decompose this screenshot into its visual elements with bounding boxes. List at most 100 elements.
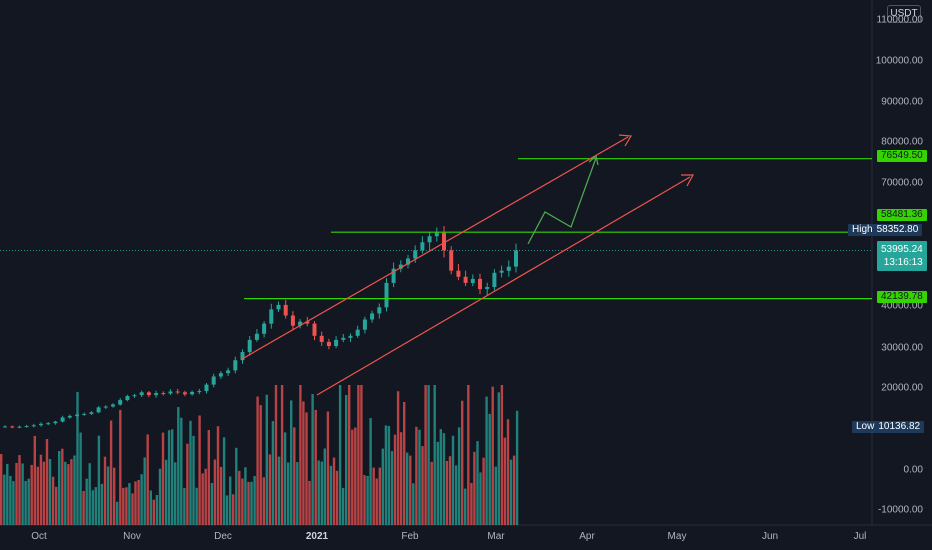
candle-body [283, 304, 288, 316]
volume-bar [167, 430, 171, 525]
candle-body [53, 421, 58, 424]
volume-bar [479, 472, 482, 525]
volume-bar [79, 432, 82, 525]
currency-badge[interactable]: USDT [887, 5, 921, 23]
high-price-tag: High 58352.80 [848, 224, 923, 236]
volume-bar [415, 426, 418, 525]
volume-bar [280, 385, 284, 525]
price-axis-label: 80000.00 [881, 136, 923, 148]
candle-body [413, 250, 418, 259]
candle-body [3, 426, 7, 428]
volume-bar [244, 467, 247, 525]
candle-body [406, 258, 410, 265]
volume-bar [271, 421, 275, 525]
volume-bar [311, 394, 314, 525]
candle-body [226, 370, 231, 374]
candle-body [10, 426, 15, 428]
candle-body [370, 313, 375, 320]
volume-bar [192, 435, 195, 525]
candle-body [485, 287, 490, 289]
candle-body [312, 323, 317, 336]
volume-bar [155, 495, 159, 525]
volume-bar [48, 459, 52, 525]
volume-bar [314, 409, 317, 525]
volume-bar [137, 480, 140, 525]
volume-bar [372, 467, 375, 525]
price-axis-label: 90000.00 [881, 96, 923, 108]
candle-body [362, 319, 367, 330]
volume-bar [256, 396, 259, 525]
volume-bar [33, 435, 36, 525]
time-axis-label: Jun [761, 531, 779, 542]
volume-bar [238, 470, 241, 525]
volume-bar [467, 385, 470, 525]
volume-bar [225, 495, 229, 525]
upper-trendline [241, 136, 629, 360]
volume-bar [390, 451, 394, 525]
time-axis-label: Dec [214, 531, 232, 542]
candle-body [197, 391, 202, 393]
volume-bar [232, 494, 235, 525]
volume-bar [274, 385, 278, 525]
price-axis-label: 110000.00 [876, 14, 923, 26]
volume-bar [375, 478, 378, 525]
volume-bar [497, 392, 500, 525]
volume-bar [45, 439, 49, 525]
volume-bar [55, 486, 58, 525]
volume-bar [403, 402, 406, 525]
volume-bar [305, 412, 308, 525]
volume-bar [9, 475, 12, 525]
volume-bar [384, 425, 388, 525]
volume-bar [268, 454, 272, 525]
volume-bar [323, 448, 326, 525]
volume-bar [67, 464, 70, 525]
volume-bar [470, 483, 473, 525]
volume-bar [73, 455, 76, 525]
volume-bar [109, 420, 113, 525]
volume-bar [12, 481, 15, 525]
volume-bar [229, 476, 232, 525]
candle-body [240, 352, 245, 361]
price-axis-label: 40000.00 [881, 300, 923, 312]
volume-bar [0, 454, 3, 525]
volume-bar [335, 470, 339, 525]
candle-body [218, 373, 223, 377]
volume-bar [363, 475, 366, 525]
volume-bar [430, 461, 433, 525]
candle-body [17, 426, 22, 428]
upper-trendline-arrow-icon [618, 134, 633, 147]
price-axis-label: 0.00 [903, 464, 923, 476]
volume-bar [351, 429, 354, 525]
volume-bar [149, 490, 152, 525]
candle-body [334, 339, 339, 346]
volume-bar [354, 427, 357, 525]
candle-body [355, 329, 360, 336]
volume-bar [210, 483, 214, 525]
candle-body [348, 335, 353, 338]
volume-bar [122, 487, 125, 525]
volume-bar [378, 467, 381, 525]
volume-bar [348, 385, 351, 525]
candle-body [463, 276, 468, 283]
volume-bar [412, 483, 415, 525]
volume-bar [332, 457, 336, 525]
time-axis-label: Oct [31, 531, 47, 542]
volume-bar [131, 493, 134, 525]
candle-body [398, 264, 403, 269]
candle-body [211, 376, 216, 385]
volume-bar [503, 437, 507, 525]
volume-bar [103, 456, 107, 525]
volume-bar [454, 465, 458, 525]
volume-bar [366, 476, 369, 525]
volume-bar [3, 474, 6, 525]
volume-bar [409, 455, 412, 525]
volume-bar [393, 434, 397, 525]
volume-bar [125, 487, 128, 525]
volume-bar [500, 385, 504, 525]
volume-bar [58, 451, 61, 525]
volume-bar [421, 446, 424, 525]
candle-body [39, 423, 43, 426]
lower-trendline [316, 176, 691, 396]
